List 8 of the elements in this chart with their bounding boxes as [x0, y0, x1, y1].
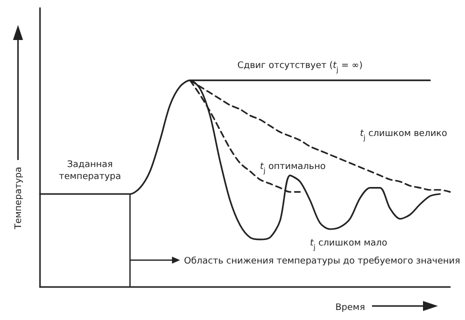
annotation: Область снижения температуры до требуемого значения — [184, 256, 460, 267]
text: t$_{j}$ слишком мало — [310, 238, 388, 252]
text: t$_{j}$ слишком велико — [360, 129, 448, 142]
annotation: Заданная температура — [58, 160, 122, 182]
x-axis-title: Время — [335, 303, 365, 313]
series-label: Сдвиг отсутствует (t$_{j}$ = ∞) — [237, 60, 363, 74]
series-label: t$_{j}$ оптимально — [260, 162, 326, 176]
y-axis-title: Температура — [14, 166, 24, 230]
